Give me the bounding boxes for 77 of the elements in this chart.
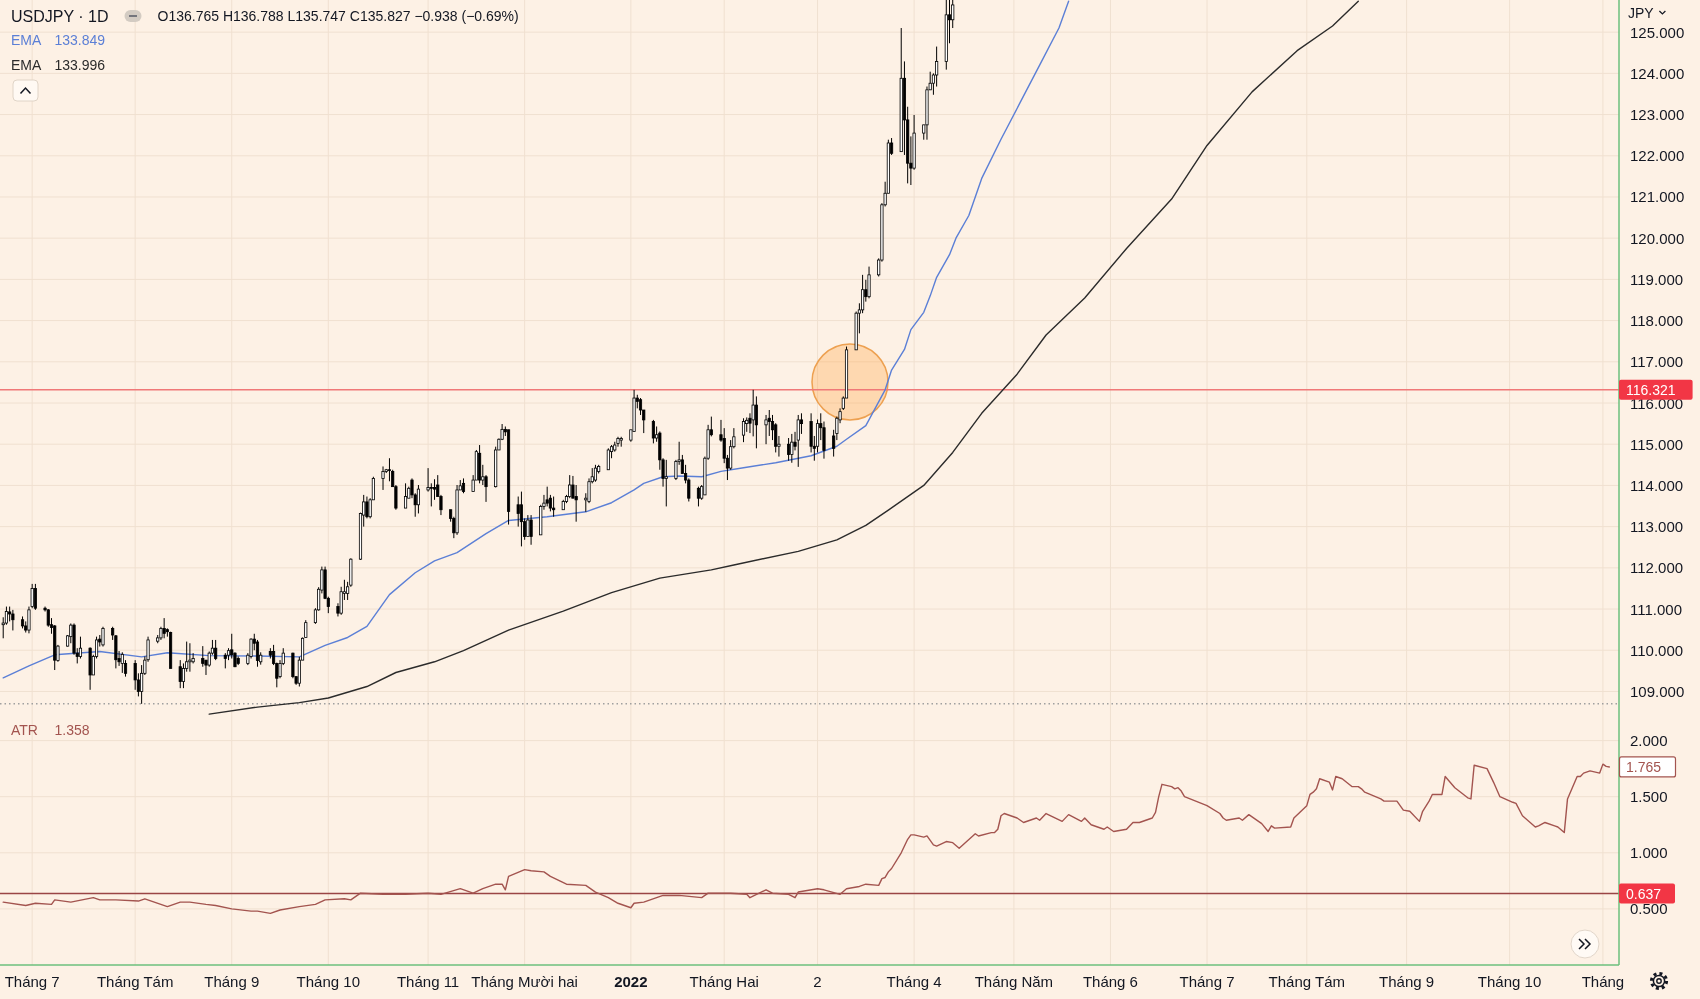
candlestick: [33, 583, 37, 611]
y-tick-label: 114.000: [1630, 476, 1684, 494]
x-tick-label: 2: [813, 972, 822, 990]
data-label: 1.765: [1626, 758, 1662, 775]
y-tick-label: 122.000: [1630, 147, 1685, 165]
x-tick-label: Tháng 9: [204, 972, 260, 990]
x-tick-label: Tháng: [1581, 972, 1625, 990]
x-tick-label: Tháng Tám: [96, 972, 174, 990]
y-tick-label: 1.000: [1630, 844, 1668, 862]
candlestick: [78, 636, 83, 659]
candlestick: [606, 447, 610, 471]
y-tick-label: 2.000: [1630, 732, 1668, 750]
candlestick: [552, 496, 556, 518]
x-tick-label: Tháng Hai: [689, 972, 759, 990]
candlestick: [519, 491, 523, 547]
candlestick: [796, 414, 800, 468]
candlestick: [664, 459, 668, 507]
candlestick: [201, 645, 205, 668]
y-tick-label: 117.000: [1630, 353, 1684, 371]
candlestick: [867, 266, 871, 299]
candlestick: [764, 414, 768, 445]
y-tick-label: 113.000: [1630, 518, 1684, 536]
y-tick-label: 110.000: [1630, 641, 1684, 659]
y-axis-title: JPY: [1628, 5, 1655, 21]
x-tick-label: Tháng Tám: [1268, 972, 1346, 990]
x-tick-label: Tháng Mười hai: [471, 972, 578, 990]
x-tick-label: Tháng 11: [396, 972, 460, 990]
candlestick: [429, 482, 433, 507]
y-tick-label: 123.000: [1630, 106, 1685, 124]
line-series: [2, 763, 1611, 915]
candlestick: [214, 639, 218, 661]
candlestick: [651, 419, 655, 444]
candlestick: [574, 484, 578, 523]
candlestick: [178, 659, 182, 689]
chart-title: USDJPY · 1D: [11, 7, 109, 25]
text: EMA: [11, 57, 42, 73]
x-tick-label: Tháng 7: [1179, 972, 1235, 990]
candlestick: [568, 474, 572, 499]
x-tick-label: 2022: [614, 972, 648, 990]
y-tick-label: 120.000: [1630, 229, 1685, 247]
y-tick-label: 1.500: [1630, 788, 1668, 806]
candlestick: [787, 437, 791, 462]
x-tick-label: Tháng 10: [1477, 972, 1542, 990]
candlestick: [416, 484, 420, 514]
candlestick: [751, 389, 755, 437]
x-tick-label: Tháng 4: [886, 972, 942, 990]
x-tick-label: Tháng 6: [1082, 972, 1138, 990]
ref-line-label: 0.637: [1626, 885, 1662, 902]
candlestick: [11, 609, 15, 631]
text: ATR: [11, 722, 38, 738]
y-tick-label: 112.000: [1630, 559, 1684, 577]
x-tick-label: Tháng 9: [1379, 972, 1435, 990]
x-tick-label: Tháng 7: [4, 972, 60, 990]
y-tick-label: 0.500: [1630, 900, 1668, 918]
y-tick-label: 125.000: [1630, 23, 1685, 41]
candlestick: [30, 583, 34, 609]
y-tick-label: 124.000: [1630, 64, 1685, 82]
y-tick-label: 118.000: [1630, 312, 1684, 330]
candlestick: [516, 496, 520, 528]
annotation: 133.849: [54, 32, 106, 48]
candlestick: [188, 642, 192, 673]
annotation: 1.358: [54, 722, 90, 738]
candlestick: [790, 433, 794, 464]
y-tick-label: 109.000: [1630, 682, 1685, 700]
annotation: 133.996: [54, 57, 106, 73]
y-tick-label: 121.000: [1630, 188, 1685, 206]
line-series: [2, 0, 1070, 679]
y-tick-label: 115.000: [1630, 435, 1684, 453]
y-tick-label: 111.000: [1630, 600, 1682, 618]
candlestick: [545, 486, 549, 507]
candlestick: [120, 651, 124, 674]
x-tick-label: Tháng Năm: [974, 972, 1054, 990]
y-tick-label: 119.000: [1630, 270, 1684, 288]
x-tick-label: Tháng 10: [296, 972, 360, 990]
text: EMA: [11, 32, 42, 48]
candlestick: [529, 514, 533, 546]
text: O136.765 H136.788 L135.747 C135.827 −0.938 (−0.69%): [157, 8, 519, 24]
